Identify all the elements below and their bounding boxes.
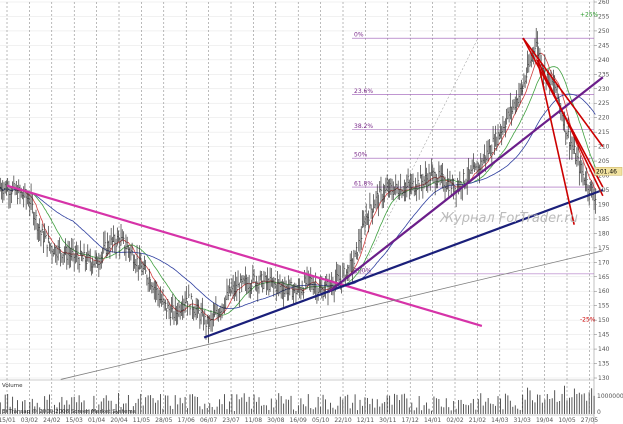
x-tick-label: 17/12: [402, 417, 419, 424]
y-tick-label: 240: [598, 57, 610, 64]
y-tick-label: 130: [598, 375, 610, 382]
moving-average-short: [0, 52, 596, 321]
fib-level-label: 0%: [354, 32, 364, 39]
x-tick-label: 16/09: [290, 417, 307, 424]
x-tick-label: 30/08: [267, 417, 284, 424]
y-tick-label: 245: [598, 42, 610, 49]
y-tick-label: 185: [598, 216, 610, 223]
trendline: [328, 76, 604, 293]
x-tick-label: 06/07: [200, 417, 217, 424]
fib-level-label: 61.8%: [354, 181, 373, 188]
x-tick-label: 27/05: [581, 417, 598, 424]
date-axis: 15/01 03/02 24/02 15/03 01/04 20/04 11/05 28/05…: [0, 414, 598, 424]
x-tick-label: 21/02: [469, 417, 486, 424]
y-tick-label: 150: [598, 317, 610, 324]
y-tick-label: 175: [598, 245, 610, 252]
y-tick-label: 165: [598, 274, 610, 281]
y-tick-label: 205: [598, 158, 610, 165]
x-tick-label: 03/02: [21, 417, 38, 424]
price-bars: [0, 27, 597, 343]
moving-average-long: [0, 93, 596, 310]
trendline: [60, 250, 603, 380]
last-price-label: 201.46: [596, 168, 617, 175]
copyright-text: 3i Transaq ® 2000-2008 Screen Market Sys…: [2, 408, 136, 415]
fib-level-label: 23.6%: [354, 88, 373, 95]
y-tick-label: 190: [598, 201, 610, 208]
fib-level-label: 38.2%: [354, 123, 373, 130]
fib-level-label: 100%: [354, 267, 371, 274]
price-axis: 130 135 140 145 150 155 160 165 170 175 180 185 190 1…: [594, 0, 623, 382]
y-tick-label: 145: [598, 332, 610, 339]
y-tick-label: 255: [598, 13, 610, 20]
percent-label: +25%: [580, 11, 599, 18]
trendline: [522, 37, 604, 148]
y-tick-label: 215: [598, 129, 610, 136]
volume-panel: Volume 3i Transaq ® 2000-2008 Screen Mark…: [0, 379, 623, 416]
x-tick-label: 22/10: [334, 417, 351, 424]
y-tick-label: 155: [598, 303, 610, 310]
y-tick-label: 235: [598, 71, 610, 78]
x-tick-label: 30/11: [379, 417, 396, 424]
x-tick-label: 19/04: [536, 417, 553, 424]
fibonacci-levels: 0% 23.6% 38.2% 50% 61.8% 100% +25% -25%: [352, 11, 599, 324]
volume-scale-zero: 0: [597, 409, 601, 416]
percent-label: -25%: [580, 317, 596, 324]
y-tick-label: 170: [598, 259, 610, 266]
trendline: [536, 59, 604, 197]
x-tick-label: 17/06: [178, 417, 195, 424]
x-tick-label: 31/03: [514, 417, 531, 424]
x-tick-label: 24/02: [43, 417, 60, 424]
x-tick-label: 14/01: [424, 417, 441, 424]
volume-label: Volume: [2, 383, 23, 389]
trendline: [6, 184, 483, 327]
trendline: [536, 59, 575, 225]
y-tick-label: 225: [598, 100, 610, 107]
y-tick-label: 250: [598, 28, 610, 35]
x-tick-label: 15/03: [66, 417, 83, 424]
x-tick-label: 12/11: [357, 417, 374, 424]
x-tick-label: 05/10: [312, 417, 329, 424]
y-tick-label: 195: [598, 187, 610, 194]
x-tick-label: 02/02: [446, 417, 463, 424]
fib-level-label: 50%: [354, 152, 368, 159]
x-tick-label: 28/05: [155, 417, 172, 424]
y-tick-label: 140: [598, 346, 610, 353]
x-tick-label: 11/05: [133, 417, 150, 424]
trendlines: [6, 37, 604, 380]
y-tick-label: 210: [598, 144, 610, 151]
y-tick-label: 180: [598, 230, 610, 237]
trendline: [203, 188, 604, 339]
y-tick-label: 230: [598, 86, 610, 93]
y-tick-label: 220: [598, 115, 610, 122]
x-tick-label: 15/01: [0, 417, 16, 424]
watermark: Журнал ForTrader.ru: [439, 211, 578, 226]
x-tick-label: 11/08: [245, 417, 262, 424]
y-tick-label: 135: [598, 361, 610, 368]
y-tick-label: 260: [598, 0, 610, 6]
last-price-box: [594, 167, 623, 176]
x-tick-label: 20/04: [110, 417, 127, 424]
x-tick-label: 23/07: [222, 417, 239, 424]
x-tick-label: 14/03: [491, 417, 508, 424]
x-tick-label: 01/04: [88, 417, 105, 424]
y-tick-label: 160: [598, 288, 610, 295]
x-tick-label: 10/05: [558, 417, 575, 424]
y-tick-label: 200: [598, 173, 610, 180]
